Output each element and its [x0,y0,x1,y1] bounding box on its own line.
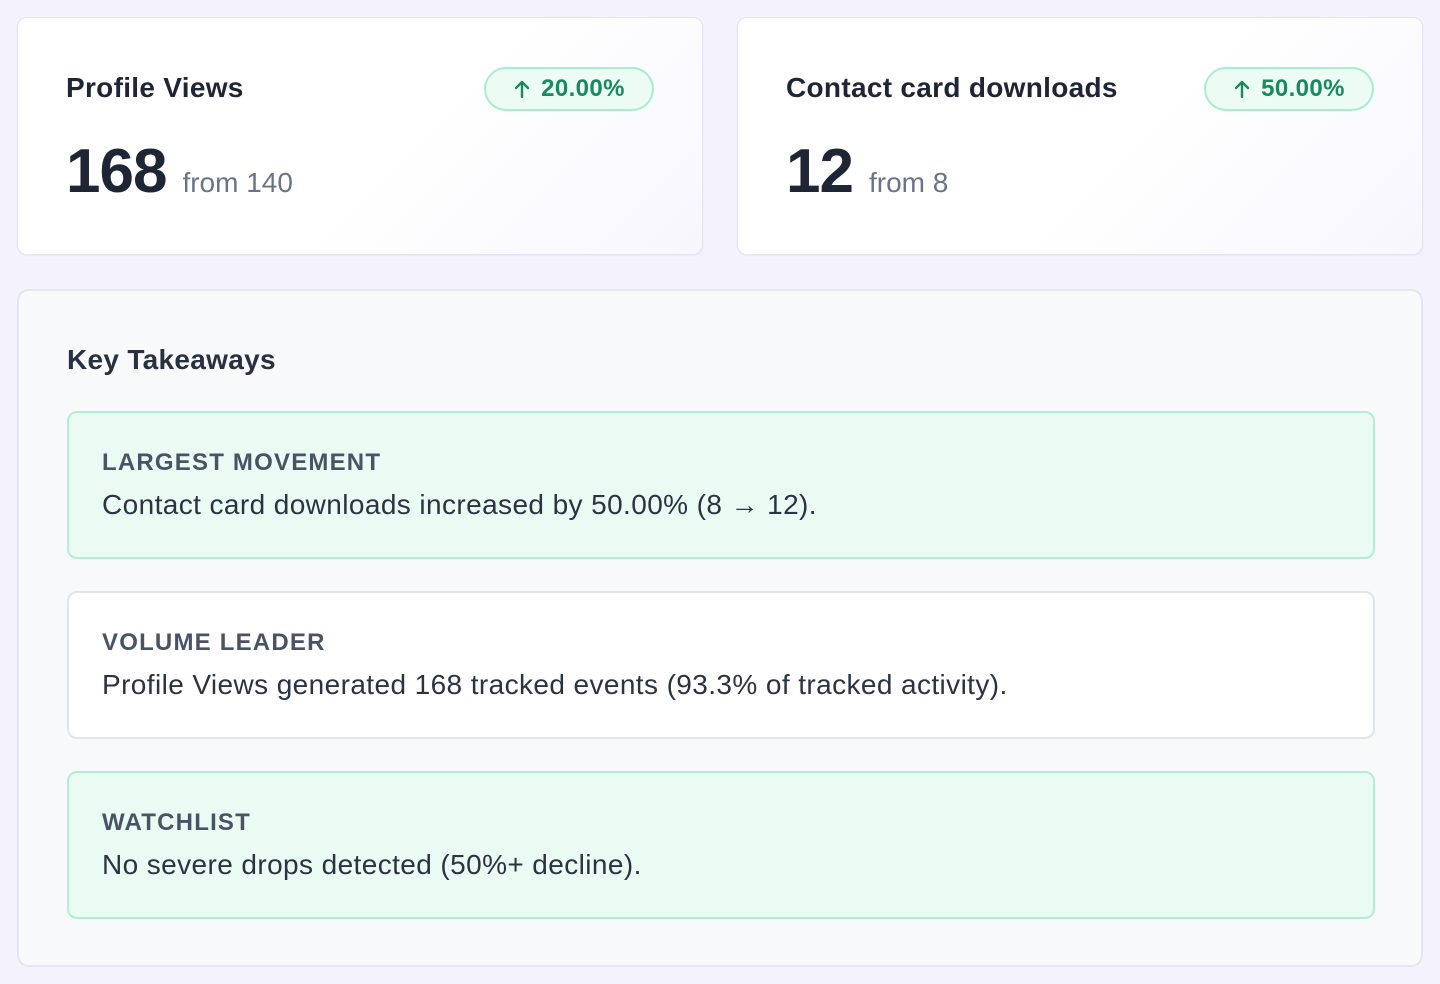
change-value: 50.00% [1261,75,1345,102]
metric-previous-value: from 8 [868,167,949,198]
arrow-up-icon [1233,79,1251,99]
metric-previous-value: from 140 [182,167,293,198]
takeaway-text: Contact card downloads increased by 50.0… [102,489,817,520]
metric-title: Contact card downloads [786,72,1118,103]
metric-value-row: 12 from 8 [786,136,948,207]
takeaway-text: No severe drops detected (50%+ decline). [102,849,642,880]
key-takeaways-title: Key Takeaways [67,344,276,375]
takeaway-text: Profile Views generated 168 tracked even… [102,669,1008,700]
key-takeaways-panel: Key Takeaways LARGEST MOVEMENT Contact c… [17,289,1423,967]
metric-title: Profile Views [66,72,244,103]
takeaway-volume-leader: VOLUME LEADER Profile Views generated 16… [67,591,1375,739]
change-badge: 20.00% [484,67,654,111]
change-value: 20.00% [541,75,625,102]
arrow-up-icon [513,79,531,99]
metric-value-row: 168 from 140 [66,136,293,207]
change-badge: 50.00% [1204,67,1374,111]
takeaway-label: VOLUME LEADER [102,629,326,656]
takeaway-label: LARGEST MOVEMENT [102,449,382,476]
takeaway-largest-movement: LARGEST MOVEMENT Contact card downloads … [67,411,1375,559]
takeaway-watchlist: WATCHLIST No severe drops detected (50%+… [67,771,1375,919]
metric-value: 168 [66,137,167,206]
metric-card-profile-views: Profile Views 20.00% 168 from 140 [17,17,703,255]
metric-value: 12 [786,137,854,206]
takeaway-label: WATCHLIST [102,809,251,836]
metric-card-contact-card-downloads: Contact card downloads 50.00% 12 from 8 [737,17,1423,255]
